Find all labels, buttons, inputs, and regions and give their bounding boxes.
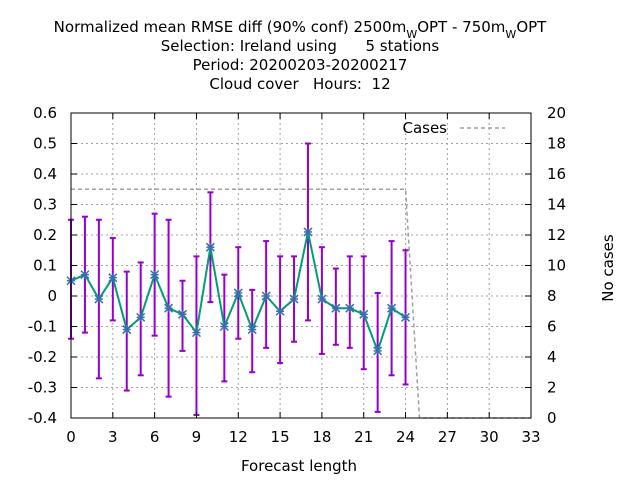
- y-tick-label: 0.4: [33, 165, 57, 183]
- y-tick-label: -0.2: [28, 348, 57, 366]
- legend-label-cases: Cases: [402, 119, 447, 137]
- data-point: [261, 291, 271, 301]
- data-point: [289, 294, 299, 304]
- y2-tick-label: 16: [547, 165, 566, 183]
- title-sub-1: W: [406, 28, 417, 41]
- chart-title-line-4: Cloud cover Hours: 12: [209, 75, 390, 93]
- y2-tick-label: 6: [547, 318, 557, 336]
- x-tick-label: 18: [312, 428, 331, 446]
- data-point: [373, 346, 383, 356]
- x-axis-label: Forecast length: [241, 457, 357, 475]
- data-point: [122, 325, 132, 335]
- data-point: [331, 303, 341, 313]
- x-tick-label: 12: [229, 428, 248, 446]
- data-point: [108, 273, 118, 283]
- data-point: [164, 303, 174, 313]
- data-point: [177, 309, 188, 319]
- data-point: [80, 270, 90, 280]
- data-point: [387, 303, 397, 313]
- axes: 0 3 6 9 12 15 18 21 24 27 30 33-0.4-0.3-0.2-0.100.1…: [28, 104, 566, 446]
- y-tick-label: 0: [47, 287, 57, 305]
- y-tick-label: 0.5: [33, 135, 57, 153]
- data-point: [136, 312, 146, 322]
- x-tick-label: 15: [271, 428, 290, 446]
- y2-tick-label: 4: [547, 348, 557, 366]
- x-tick-label: 21: [354, 428, 373, 446]
- y2-tick-label: 2: [547, 379, 557, 397]
- chart-title-line-2: Selection: Ireland using 5 stations: [161, 37, 440, 55]
- y-tick-label: 0.3: [33, 196, 57, 214]
- y-tick-label: -0.3: [28, 379, 57, 397]
- plot-frame: [70, 112, 532, 419]
- x-tick-label: 27: [438, 428, 457, 446]
- legend: Cases: [402, 119, 505, 137]
- x-tick-label: 6: [150, 428, 160, 446]
- y2-tick-label: 14: [547, 196, 566, 214]
- y-tick-label: 0.1: [33, 257, 57, 275]
- x-tick-label: 30: [480, 428, 499, 446]
- data-point: [303, 227, 313, 237]
- y-tick-label: 0.6: [33, 104, 57, 122]
- chart-title-line-1: Normalized mean RMSE diff (90% conf) 250…: [54, 18, 547, 41]
- x-tick-label: 24: [396, 428, 415, 446]
- data-point: [247, 325, 257, 335]
- y-tick-label: -0.4: [28, 409, 57, 427]
- data-point: [275, 306, 285, 316]
- x-tick-label: 3: [108, 428, 118, 446]
- data-point: [150, 270, 160, 280]
- title-sub-2: W: [505, 28, 516, 41]
- y-tick-label: 0.2: [33, 226, 57, 244]
- rmse-diff-series: [66, 227, 411, 356]
- x-tick-label: 33: [521, 428, 540, 446]
- y2-tick-label: 18: [547, 135, 566, 153]
- data-point: [219, 321, 229, 332]
- title-part-1: Normalized mean RMSE diff (90% conf) 250…: [54, 18, 407, 36]
- y-tick-label: -0.1: [28, 318, 57, 336]
- title-part-3: OPT: [516, 18, 547, 36]
- y2-tick-label: 0: [547, 409, 557, 427]
- data-point: [401, 312, 411, 322]
- data-point: [205, 242, 215, 252]
- chart-title-line-3: Period: 20200203-20200217: [193, 56, 408, 74]
- y2-tick-label: 10: [547, 257, 566, 275]
- data-point: [94, 294, 104, 304]
- data-point: [233, 288, 243, 298]
- x-tick-label: 9: [192, 428, 202, 446]
- title-part-2: OPT - 750m: [417, 18, 505, 36]
- data-point: [191, 328, 201, 338]
- y2-tick-label: 20: [547, 104, 566, 122]
- y2-tick-label: 8: [547, 287, 557, 305]
- y2-tick-label: 12: [547, 226, 566, 244]
- data-point: [345, 303, 355, 313]
- data-point: [317, 294, 327, 304]
- y2-axis-label: No cases: [599, 234, 617, 302]
- x-tick-label: 0: [66, 428, 76, 446]
- data-point: [359, 309, 369, 319]
